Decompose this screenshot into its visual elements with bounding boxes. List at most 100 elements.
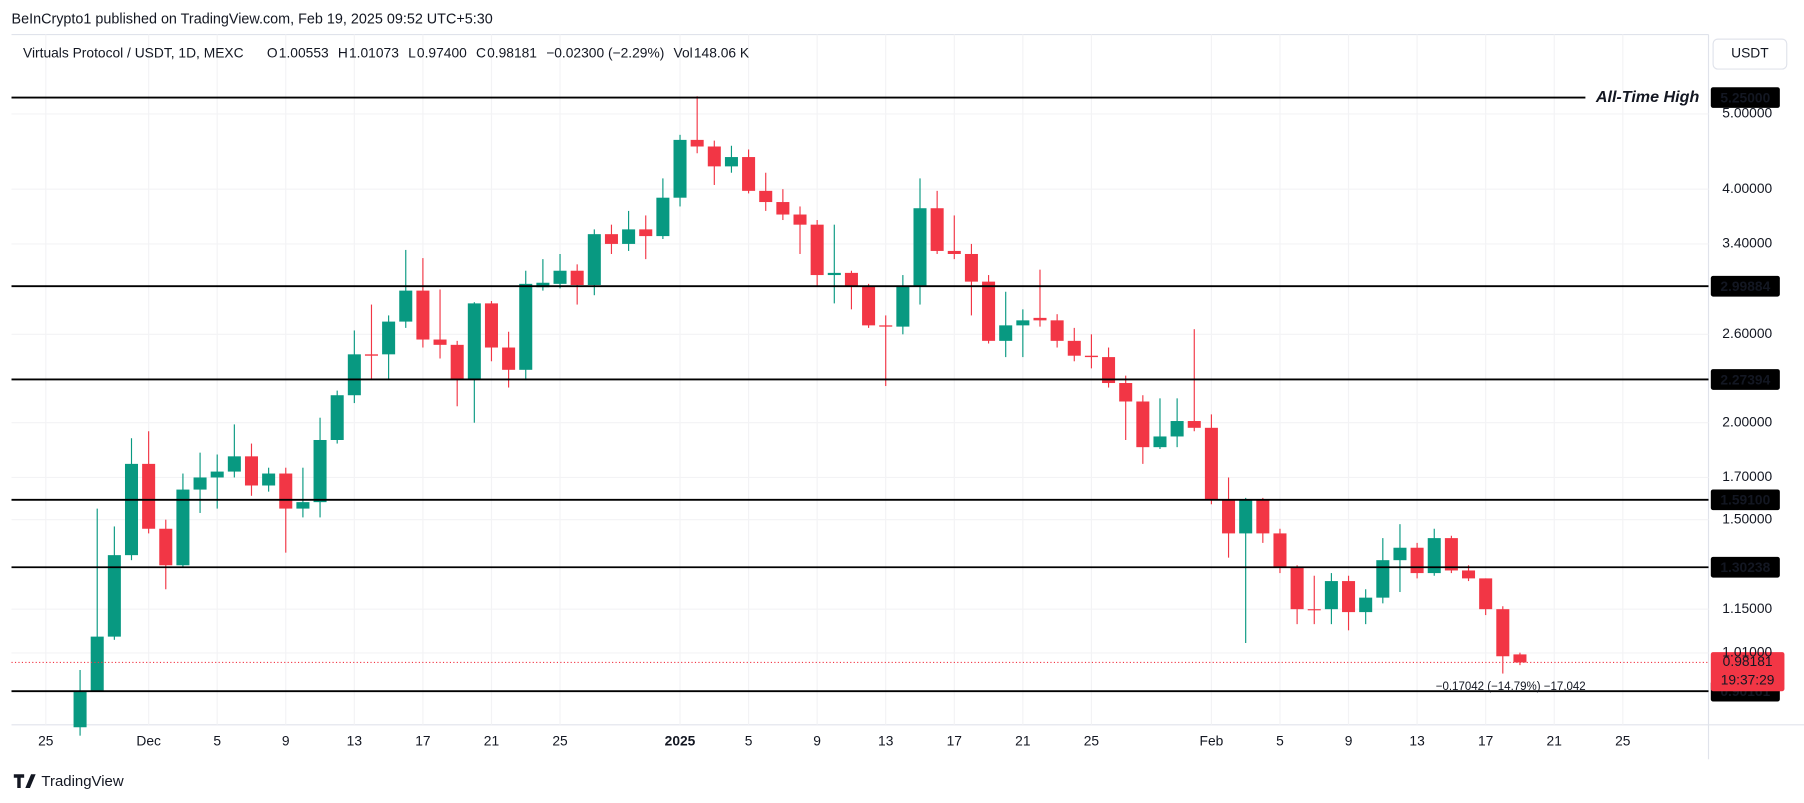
candle-body bbox=[896, 286, 910, 327]
candle-body bbox=[1359, 597, 1373, 613]
candle-body bbox=[1033, 317, 1047, 321]
candle-body bbox=[1342, 581, 1356, 613]
candle-body bbox=[262, 473, 276, 486]
legend-value: 1.01073 bbox=[349, 46, 399, 61]
candle-body bbox=[999, 325, 1013, 341]
legend-change: −0.02300 (−2.29%) bbox=[546, 46, 664, 61]
candle-body bbox=[862, 286, 876, 326]
y-tick-label: 2.00000 bbox=[1722, 414, 1772, 429]
level-label-box bbox=[1710, 489, 1780, 511]
candle-body bbox=[244, 456, 258, 486]
legend-key: L bbox=[408, 46, 416, 61]
candle-body bbox=[124, 463, 139, 556]
legend-key: H bbox=[338, 46, 348, 61]
candle-body bbox=[913, 208, 927, 287]
volume-value: 148.06 K bbox=[694, 46, 750, 61]
candle-body bbox=[1444, 538, 1458, 571]
volume-key: Vol bbox=[674, 46, 693, 61]
candle-body bbox=[1410, 547, 1424, 574]
candle-body bbox=[313, 439, 327, 503]
y-tick-label: 4.00000 bbox=[1722, 181, 1772, 196]
candle-body bbox=[810, 224, 824, 276]
x-tick-label: 17 bbox=[947, 734, 962, 749]
candle-body bbox=[1136, 401, 1150, 448]
level-annotation: All-Time High bbox=[1595, 88, 1700, 106]
candle-body bbox=[399, 290, 413, 322]
x-tick-label: 5 bbox=[213, 734, 221, 749]
candle-body bbox=[1222, 500, 1236, 534]
candle-body bbox=[793, 214, 807, 225]
level-label: 5.25000 bbox=[1720, 90, 1770, 105]
candle-body bbox=[1153, 436, 1167, 448]
publisher: BeInCrypto1 published on TradingView.com… bbox=[12, 11, 493, 27]
candle-body bbox=[90, 636, 104, 692]
brand-logo bbox=[13, 774, 36, 789]
candle-body bbox=[330, 395, 344, 440]
symbol: Virtuals Protocol / USDT, 1D, MEXC bbox=[23, 46, 244, 61]
candle-body bbox=[1050, 320, 1064, 341]
candle-body bbox=[73, 691, 87, 728]
candle-body bbox=[1273, 533, 1287, 568]
candle-body bbox=[827, 272, 841, 276]
candle-body bbox=[176, 489, 190, 566]
candle-body bbox=[656, 197, 670, 237]
candle-body bbox=[450, 344, 464, 379]
x-tick-label: 13 bbox=[878, 734, 894, 749]
candle-body bbox=[964, 253, 978, 282]
countdown: 19:37:29 bbox=[1721, 672, 1775, 687]
level-label: 1.30238 bbox=[1720, 560, 1770, 575]
y-tick-label: 1.01000 bbox=[1722, 645, 1772, 660]
candle-body bbox=[1170, 421, 1184, 437]
level-label: 2.27394 bbox=[1720, 372, 1770, 387]
legend-key: C bbox=[476, 46, 486, 61]
candle-body bbox=[553, 270, 567, 284]
candle-body bbox=[210, 471, 224, 478]
candle-body bbox=[776, 202, 790, 215]
candle-body bbox=[742, 157, 756, 191]
candle-body bbox=[519, 283, 533, 370]
level-label: 2.99884 bbox=[1720, 279, 1770, 294]
x-tick-label: Dec bbox=[136, 734, 161, 749]
y-tick-label: 2.60000 bbox=[1722, 326, 1772, 341]
candle-body bbox=[707, 146, 721, 167]
candle-body bbox=[1067, 340, 1081, 356]
price-label-box bbox=[1710, 652, 1785, 692]
y-tick-label: 1.70000 bbox=[1722, 469, 1772, 484]
x-tick-label: 25 bbox=[552, 734, 568, 749]
candle-body bbox=[467, 303, 481, 379]
x-tick-label: 13 bbox=[1409, 734, 1425, 749]
candle-body bbox=[844, 272, 858, 287]
candle-body bbox=[502, 347, 516, 370]
candle-body bbox=[193, 477, 207, 490]
logo-icon bbox=[13, 774, 36, 789]
candle-body bbox=[673, 139, 687, 198]
candle-body bbox=[1324, 581, 1338, 610]
candle-body bbox=[1187, 421, 1201, 428]
candle-body bbox=[1290, 567, 1304, 610]
candle-body bbox=[622, 229, 636, 244]
candle-body bbox=[1204, 427, 1218, 501]
candle-body bbox=[1376, 560, 1390, 598]
brand: TradingView bbox=[41, 773, 123, 790]
candle-body bbox=[930, 208, 944, 251]
x-tick-label: 25 bbox=[1084, 734, 1100, 749]
candle-body bbox=[604, 234, 618, 244]
x-tick-label: 9 bbox=[1345, 734, 1353, 749]
level-label-box bbox=[1710, 369, 1780, 390]
candle-body bbox=[1119, 383, 1133, 402]
candle-body bbox=[1256, 500, 1270, 534]
x-tick-label: 25 bbox=[1615, 734, 1631, 749]
candle-body bbox=[279, 473, 293, 509]
candle-body bbox=[107, 555, 121, 637]
candle-body bbox=[227, 456, 241, 472]
level-label: 1.59100 bbox=[1720, 493, 1770, 508]
candle-body bbox=[1239, 500, 1253, 534]
candle-body bbox=[879, 325, 893, 327]
currency-label[interactable]: USDT bbox=[1731, 46, 1769, 61]
candle-body bbox=[1496, 609, 1510, 657]
legend-key: O bbox=[267, 46, 278, 61]
x-tick-label: 2025 bbox=[665, 734, 696, 749]
x-tick-label: 5 bbox=[1276, 734, 1284, 749]
candle-body bbox=[1427, 538, 1441, 574]
currency-button[interactable] bbox=[1712, 38, 1788, 70]
